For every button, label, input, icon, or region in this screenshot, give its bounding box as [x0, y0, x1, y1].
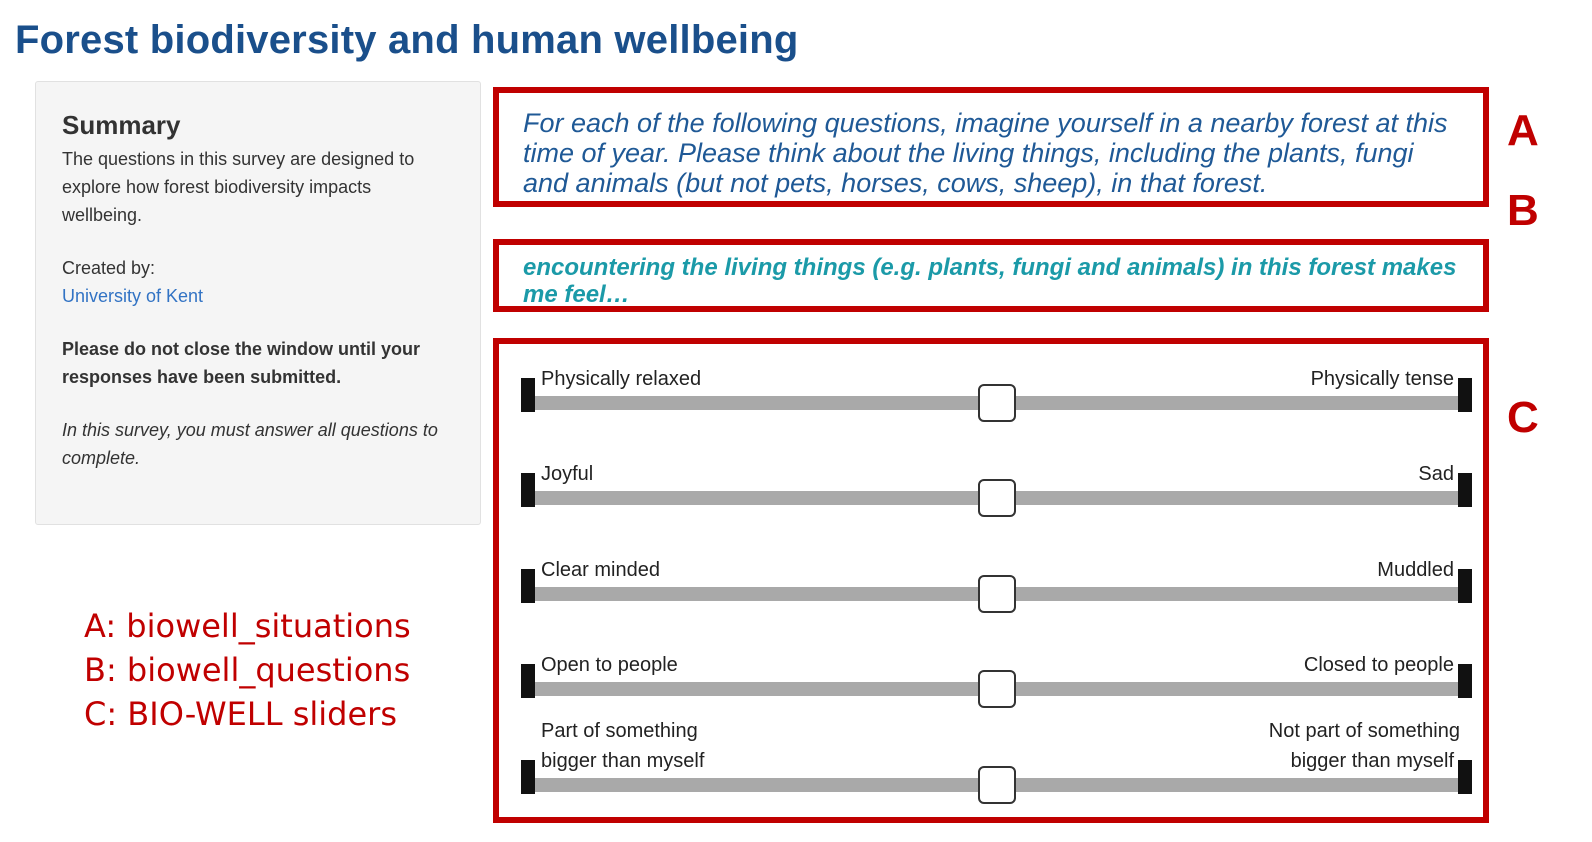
slider-joyful-sad[interactable]: Joyful Sad	[521, 459, 1472, 539]
slider-left-label: Open to people	[541, 654, 678, 676]
slider-end-cap-right	[1458, 378, 1472, 412]
annotation-letter-c: C	[1507, 393, 1539, 442]
slider-end-cap-left	[521, 473, 535, 507]
annotation-legend: A: biowell_situations B: biowell_questio…	[84, 604, 411, 736]
slider-end-cap-left	[521, 760, 535, 794]
slider-right-label: Muddled	[1377, 559, 1454, 581]
created-by-label: Created by:	[62, 258, 156, 278]
question-box: encountering the living things (e.g. pla…	[493, 239, 1489, 312]
legend-item-a: A: biowell_situations	[84, 607, 411, 645]
summary-panel: Summary The questions in this survey are…	[35, 81, 481, 525]
slider-right-label: Closed to people	[1303, 654, 1454, 676]
annotation-letter-b: B	[1507, 186, 1539, 235]
slider-left-label-line-1: Part of something	[541, 720, 698, 742]
slider-right-label: Physically tense	[1310, 368, 1454, 390]
slider-handle[interactable]	[977, 479, 1016, 517]
slider-handle[interactable]	[977, 384, 1016, 422]
slider-left-label: Clear minded	[541, 559, 660, 581]
slider-right-label-line-1: Not part of something	[1268, 720, 1460, 742]
situation-box: For each of the following questions, ima…	[493, 87, 1489, 207]
legend-item-b: B: biowell_questions	[84, 651, 411, 689]
slider-end-cap-right	[1458, 569, 1472, 603]
slider-handle[interactable]	[977, 575, 1016, 613]
slider-end-cap-right	[1458, 760, 1472, 794]
question-text: encountering the living things (e.g. pla…	[523, 254, 1457, 308]
slider-open-closed-to-people[interactable]: Open to people Closed to people	[521, 650, 1472, 730]
slider-end-cap-right	[1458, 473, 1472, 507]
annotation-letter-a: A	[1507, 106, 1539, 155]
slider-handle[interactable]	[977, 766, 1016, 804]
slider-handle[interactable]	[977, 670, 1016, 708]
summary-description: The questions in this survey are designe…	[62, 149, 415, 225]
slider-clear-minded-muddled[interactable]: Clear minded Muddled	[521, 555, 1472, 635]
page-title: Forest biodiversity and human wellbeing	[15, 18, 799, 62]
warning-text: Please do not close the window until you…	[62, 339, 421, 387]
situation-text: For each of the following questions, ima…	[523, 108, 1448, 198]
slider-right-label-line-2: bigger than myself	[1290, 750, 1454, 772]
slider-end-cap-right	[1458, 664, 1472, 698]
slider-right-label: Sad	[1418, 463, 1454, 485]
completion-note: In this survey, you must answer all ques…	[62, 420, 438, 468]
summary-heading: Summary	[62, 110, 181, 140]
legend-item-c: C: BIO-WELL sliders	[84, 695, 397, 733]
slider-end-cap-left	[521, 664, 535, 698]
slider-end-cap-left	[521, 378, 535, 412]
slider-left-label: Joyful	[541, 463, 594, 485]
slider-left-label: Physically relaxed	[541, 368, 702, 390]
slider-physically-relaxed-tense[interactable]: Physically relaxed Physically tense	[521, 364, 1472, 444]
slider-part-of-something-bigger[interactable]: Part of something bigger than myself Not…	[521, 716, 1472, 816]
slider-left-label-line-2: bigger than myself	[541, 750, 705, 772]
creator-link[interactable]: University of Kent	[62, 286, 204, 306]
sliders-box: Physically relaxed Physically tense Joyf…	[493, 338, 1489, 823]
slider-end-cap-left	[521, 569, 535, 603]
